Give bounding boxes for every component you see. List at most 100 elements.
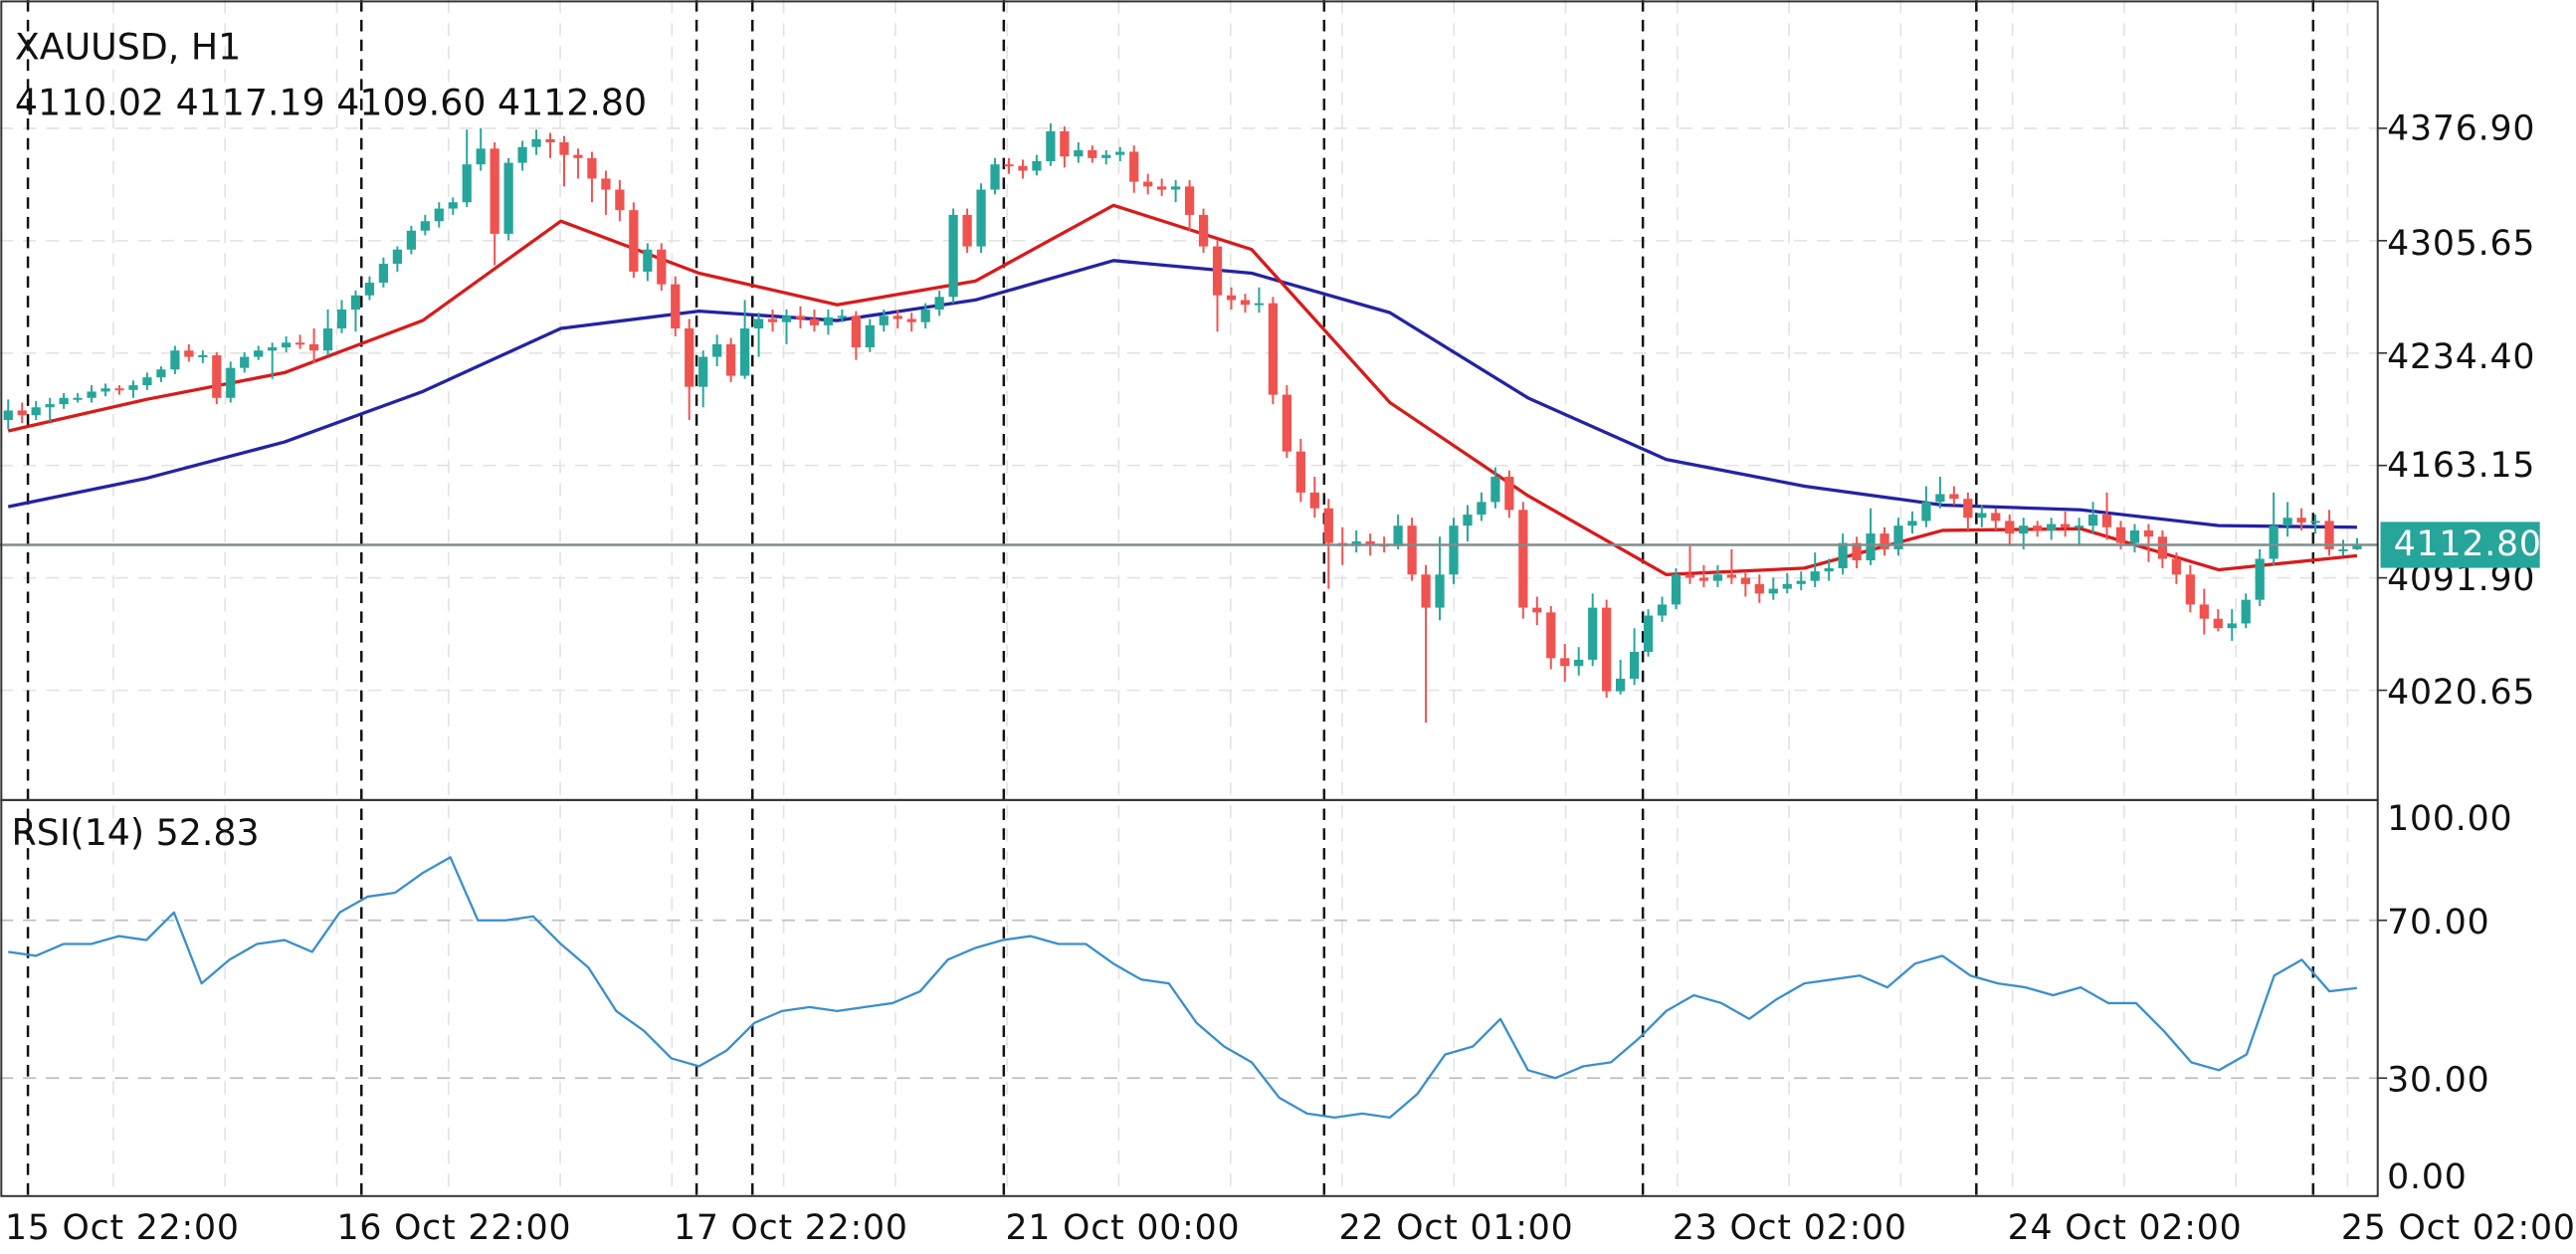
- bearish-candle: [809, 310, 820, 332]
- candle-body: [1295, 451, 1305, 493]
- candle-body: [2061, 523, 2071, 527]
- bearish-candle: [1212, 240, 1223, 332]
- bullish-candle: [406, 225, 416, 255]
- bearish-candle: [1088, 145, 1097, 163]
- bearish-candle: [1004, 157, 1014, 174]
- bullish-candle: [392, 246, 403, 272]
- rsi-indicator: [8, 856, 2358, 1120]
- bullish-candle: [1810, 552, 1820, 587]
- bullish-candle: [1393, 515, 1403, 549]
- bearish-candle: [114, 385, 124, 395]
- candle-body: [308, 343, 319, 351]
- candle-body: [1852, 542, 1862, 561]
- candle-body: [1365, 541, 1375, 545]
- candle-body: [726, 343, 736, 376]
- candle-body: [601, 178, 611, 190]
- candle-body: [2227, 623, 2237, 629]
- candle-body: [615, 189, 625, 211]
- price-tick: 4020.65: [2387, 673, 2535, 713]
- bearish-candle: [1184, 180, 1195, 231]
- grid-lines: [0, 0, 2378, 1197]
- bearish-candle: [295, 334, 305, 349]
- bearish-candle: [1295, 438, 1305, 503]
- candle-body: [100, 388, 110, 392]
- bullish-candle: [934, 290, 944, 316]
- bearish-candle: [1852, 536, 1862, 568]
- candle-body: [2282, 518, 2292, 526]
- candle-body: [1588, 607, 1598, 660]
- candle-body: [1574, 659, 1584, 667]
- bullish-candle: [1490, 467, 1500, 509]
- candle-body: [1184, 186, 1195, 215]
- candle-body: [1463, 515, 1473, 526]
- bearish-candle: [2005, 515, 2015, 546]
- candle-body: [1671, 574, 1682, 605]
- bullish-candle: [142, 372, 152, 390]
- bearish-candle: [962, 208, 972, 253]
- current-price-badge: [2380, 522, 2540, 568]
- candle-body: [2005, 521, 2015, 534]
- bearish-candle: [1421, 564, 1431, 724]
- bullish-candle: [364, 276, 375, 301]
- bullish-candle: [2241, 593, 2251, 629]
- candle-body: [1712, 574, 1723, 581]
- price-axis[interactable]: 4376.90 4305.65 4234.40 4163.15 4091.90 …: [2377, 108, 2542, 713]
- candle-body: [990, 164, 1000, 190]
- bullish-candle: [1477, 492, 1486, 522]
- candle-body: [420, 221, 430, 231]
- candle-body: [1198, 214, 1209, 247]
- bullish-candle: [2269, 492, 2279, 565]
- candle-body: [1643, 615, 1654, 652]
- bullish-candle: [268, 342, 278, 379]
- rsi-axis[interactable]: 100.00 70.00 30.00 0.00: [2377, 799, 2512, 1197]
- bearish-candle: [1726, 548, 1736, 584]
- candle-body: [254, 350, 264, 357]
- bullish-candle: [976, 183, 986, 253]
- candle-body: [712, 343, 722, 357]
- candle-body: [2101, 515, 2112, 527]
- candle-body: [114, 388, 124, 391]
- bearish-candle: [17, 402, 27, 424]
- candle-body: [1309, 492, 1319, 509]
- bullish-candle: [1824, 558, 1834, 581]
- bullish-candle: [837, 310, 848, 322]
- bullish-candle: [59, 393, 69, 409]
- time-axis[interactable]: 15 Oct 22:00 16 Oct 22:00 17 Oct 22:00 2…: [5, 1208, 2576, 1248]
- candle-body: [1449, 525, 1459, 575]
- time-label: 16 Oct 22:00: [336, 1208, 571, 1248]
- bullish-candle: [1254, 287, 1265, 314]
- candle-body: [156, 369, 166, 378]
- candle-body: [2241, 599, 2251, 624]
- candle-body: [1532, 607, 1542, 613]
- candle-body: [1602, 607, 1612, 692]
- bullish-candle: [45, 397, 55, 422]
- candle-body: [350, 295, 361, 311]
- bullish-candle: [73, 393, 83, 403]
- rsi-line: [8, 856, 2358, 1120]
- bearish-candle: [1129, 145, 1139, 193]
- bearish-candle: [1309, 477, 1319, 519]
- bullish-candle: [1893, 518, 1903, 556]
- bullish-candle: [1977, 505, 1987, 527]
- candle-body: [739, 328, 750, 376]
- candle-body: [1866, 533, 1876, 561]
- candle-body: [976, 189, 986, 247]
- ma-fast-line: [7, 203, 2358, 576]
- bullish-candle: [1796, 571, 1806, 591]
- candle-body: [559, 141, 569, 155]
- candle-body: [31, 407, 41, 416]
- candle-body: [1226, 295, 1237, 301]
- bearish-candle: [2143, 523, 2154, 562]
- bullish-candle: [170, 345, 180, 374]
- candle-body: [1991, 513, 2001, 522]
- bearish-candle: [2157, 529, 2168, 568]
- bullish-candle: [879, 310, 889, 332]
- candle-body: [17, 410, 27, 416]
- bullish-candle: [1435, 536, 1445, 621]
- bullish-candle: [2255, 548, 2265, 607]
- candle-body: [531, 138, 541, 147]
- candle-body: [671, 284, 681, 329]
- bullish-candle: [322, 310, 333, 355]
- bullish-candle: [865, 318, 875, 352]
